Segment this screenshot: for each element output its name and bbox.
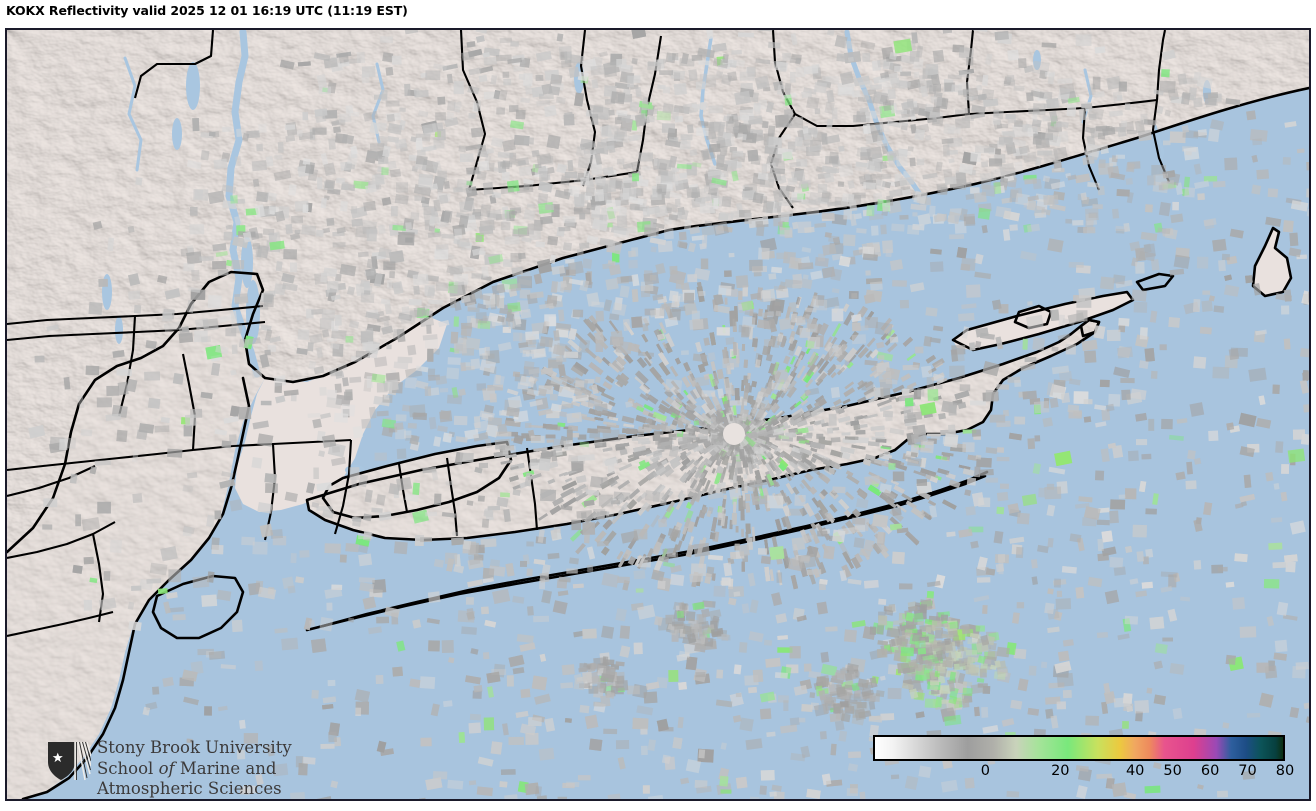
- radar-echo-cell: [786, 386, 797, 398]
- radar-echo-cell: [875, 438, 887, 443]
- radar-echo-cell: [785, 467, 796, 478]
- radar-echo-cell: [829, 405, 837, 411]
- radar-echo-cell: [706, 510, 712, 518]
- radar-echo-cell: [684, 509, 694, 524]
- radar-echo-cell: [707, 506, 714, 514]
- radar-echo-cell: [709, 532, 716, 540]
- radar-echo-cell: [729, 349, 734, 358]
- radar-echo-cell: [875, 432, 885, 437]
- radar-echo-cell: [841, 432, 851, 436]
- radar-echo-cell: [945, 472, 956, 480]
- radar-echo-cell: [735, 526, 739, 533]
- radar-echo-cell: [731, 513, 738, 525]
- radar-echo-cell: [653, 430, 664, 436]
- radar-echo-cell: [775, 472, 782, 480]
- radar-echo-cell: [775, 410, 785, 420]
- page-title: KOKX Reflectivity valid 2025 12 01 16:19…: [6, 3, 408, 18]
- radar-echo-cell: [833, 398, 842, 406]
- radar-echo-cell: [637, 434, 645, 438]
- radar-echo-cell: [855, 429, 866, 435]
- radar-echo-cell: [687, 490, 695, 499]
- radar-echo-cell: [937, 468, 950, 476]
- radar-echo-cell: [831, 323, 842, 337]
- radar-echo-cell: [650, 514, 661, 528]
- radar-echo-cell: [743, 474, 748, 479]
- radar-echo-cell: [878, 452, 893, 461]
- radar-echo-cell: [776, 333, 784, 343]
- radar-echo-cell: [673, 433, 684, 438]
- radar-echo-cell: [623, 423, 635, 428]
- radar-echo-cell: [639, 393, 650, 401]
- radar-echo-cell: [883, 450, 891, 457]
- radar-echo-cell: [738, 290, 743, 301]
- radar-echo-cell: [715, 458, 722, 467]
- radar-echo-cell: [806, 432, 813, 437]
- radar-echo-cell: [776, 332, 784, 346]
- radar-echo-cell: [577, 434, 587, 440]
- radar-echo-cell: [570, 528, 584, 542]
- radar-echo-cell: [799, 483, 805, 490]
- radar-echo-cell: [618, 463, 633, 472]
- radar-echo-cell: [783, 355, 791, 365]
- new-jersey-landmass: [7, 272, 265, 799]
- radar-echo-cell: [643, 404, 654, 412]
- radar-echo-cell: [626, 428, 638, 435]
- radar-echo-cell: [808, 465, 821, 475]
- radar-echo-cell: [856, 414, 868, 420]
- radar-echo-layer: [28, 30, 1309, 799]
- radar-echo-cell: [614, 381, 621, 388]
- radar-echo-cell: [621, 415, 635, 424]
- radar-echo-cell: [741, 528, 744, 538]
- radar-echo-cell: [736, 459, 742, 469]
- radar-echo-cell: [842, 438, 856, 444]
- radar-echo-cell: [779, 421, 789, 429]
- radar-echo-cell: [558, 410, 568, 418]
- radar-echo-cell: [737, 467, 743, 474]
- radar-echo-cell: [744, 467, 749, 476]
- radar-echo-cell: [815, 395, 825, 403]
- radar-echo-cell: [732, 390, 735, 395]
- radar-echo-cell: [732, 501, 737, 513]
- radar-echo-cell: [546, 439, 554, 443]
- radar-echo-cell: [602, 447, 613, 452]
- mainland-landmass: [7, 30, 1309, 552]
- radar-echo-cell: [635, 370, 649, 384]
- radar-echo-cell: [724, 297, 728, 305]
- radar-echo-cell: [729, 310, 736, 327]
- radar-echo-cell: [814, 512, 822, 521]
- radar-echo-cell: [567, 338, 583, 353]
- radar-echo-cell: [636, 357, 648, 369]
- political-borders: [7, 30, 1170, 638]
- radar-echo-cell: [807, 404, 821, 416]
- radar-echo-cell: [751, 338, 758, 348]
- radar-echo-cell: [741, 480, 745, 492]
- radar-echo-cell: [826, 427, 834, 434]
- radar-echo-cell: [611, 510, 624, 525]
- radar-echo-cell: [847, 354, 857, 364]
- radar-echo-cell: [689, 389, 699, 400]
- radar-echo-cell: [631, 435, 639, 441]
- radar-echo-cell: [562, 374, 575, 384]
- radar-echo-cell: [734, 388, 740, 401]
- radar-echo-cell: [745, 493, 751, 502]
- radar-map-frame[interactable]: 0 20 40 50 60 70 80 Stony Brook University Sch: [5, 28, 1311, 801]
- radar-map-canvas[interactable]: [7, 30, 1309, 799]
- radar-echo-cell: [784, 472, 792, 482]
- block-island: [1253, 228, 1291, 296]
- radar-echo-cell: [664, 467, 675, 478]
- radar-echo-cell: [844, 436, 859, 440]
- radar-echo-cell: [741, 343, 746, 351]
- radar-echo-cell: [663, 386, 672, 395]
- radar-echo-cell: [765, 353, 773, 362]
- radar-echo-cell: [741, 561, 745, 572]
- radar-echo-cell: [938, 412, 946, 420]
